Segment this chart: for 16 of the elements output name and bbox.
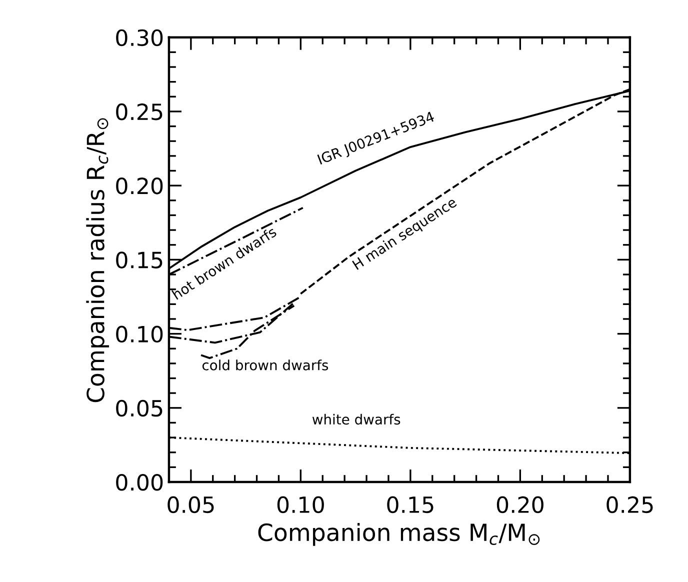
x-tick-label: 0.25 (606, 496, 653, 514)
x-tick-label: 0.10 (277, 496, 324, 514)
y-tick-label: 0.15 (116, 252, 162, 268)
annotation: cold brown dwarfs (202, 360, 328, 370)
annotation: white dwarfs (312, 414, 400, 425)
y-tick-label: 0.00 (116, 474, 163, 491)
y-axis-title: Companion radius R$_{c}$/R$_{⊙}$ (86, 118, 110, 402)
x-tick-label: 0.05 (168, 496, 214, 514)
x-axis-title: Companion mass M$_{c}$/M$_{⊙}$ (258, 522, 540, 546)
y-tick-label: 0.10 (116, 326, 163, 343)
y-tick-label: 0.05 (116, 400, 162, 417)
y-tick-label: 0.30 (116, 29, 163, 46)
y-tick-label: 0.25 (116, 103, 162, 120)
x-tick-label: 0.15 (387, 496, 434, 514)
x-tick-label: 0.20 (496, 496, 544, 514)
y-tick-label: 0.20 (116, 178, 163, 194)
